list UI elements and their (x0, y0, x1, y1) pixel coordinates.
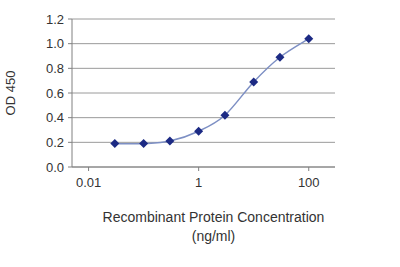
y-tick (68, 93, 72, 94)
grid-line (72, 167, 335, 168)
x-tick-label: 0.01 (76, 175, 101, 190)
y-tick (68, 43, 72, 44)
y-tick-label: 0.0 (46, 160, 64, 175)
data-point (194, 127, 203, 136)
chart: 0.0 0.2 0.4 0.6 0.8 1.0 1.2 0.01 1 100 Recombinant… (0, 0, 400, 267)
y-axis-label: OD 450 (3, 71, 18, 116)
x-tick (198, 167, 199, 171)
data-point (249, 77, 258, 86)
x-tick-label: 1 (195, 175, 202, 190)
x-tick-label: 100 (298, 175, 320, 190)
y-tick-label: 0.8 (46, 61, 64, 76)
data-point (275, 53, 284, 62)
y-tick-label: 0.6 (46, 86, 64, 101)
grid-line (72, 117, 335, 118)
y-axis (72, 19, 73, 167)
plot-area (110, 34, 313, 148)
data-point (139, 139, 148, 148)
y-tick (68, 68, 72, 69)
data-line (115, 39, 309, 144)
x-tick (88, 167, 89, 171)
data-point (110, 139, 119, 148)
data-point (304, 34, 313, 43)
x-axis-label: Recombinant Protein Concentration(ng/ml) (103, 209, 325, 244)
y-tick (68, 19, 72, 20)
y-tick (68, 117, 72, 118)
grid-line (72, 43, 335, 44)
data-point (165, 137, 174, 146)
x-axis (72, 167, 335, 168)
grid-line (72, 19, 335, 20)
grid-line (72, 93, 335, 94)
grid-line (72, 68, 335, 69)
y-tick-label: 1.0 (46, 36, 64, 51)
y-tick (68, 142, 72, 143)
y-tick-label: 0.2 (46, 135, 64, 150)
x-tick (308, 167, 309, 171)
y-tick-label: 1.2 (46, 12, 64, 27)
y-tick-label: 0.4 (46, 110, 64, 125)
y-tick (68, 167, 72, 168)
data-point (220, 111, 229, 120)
